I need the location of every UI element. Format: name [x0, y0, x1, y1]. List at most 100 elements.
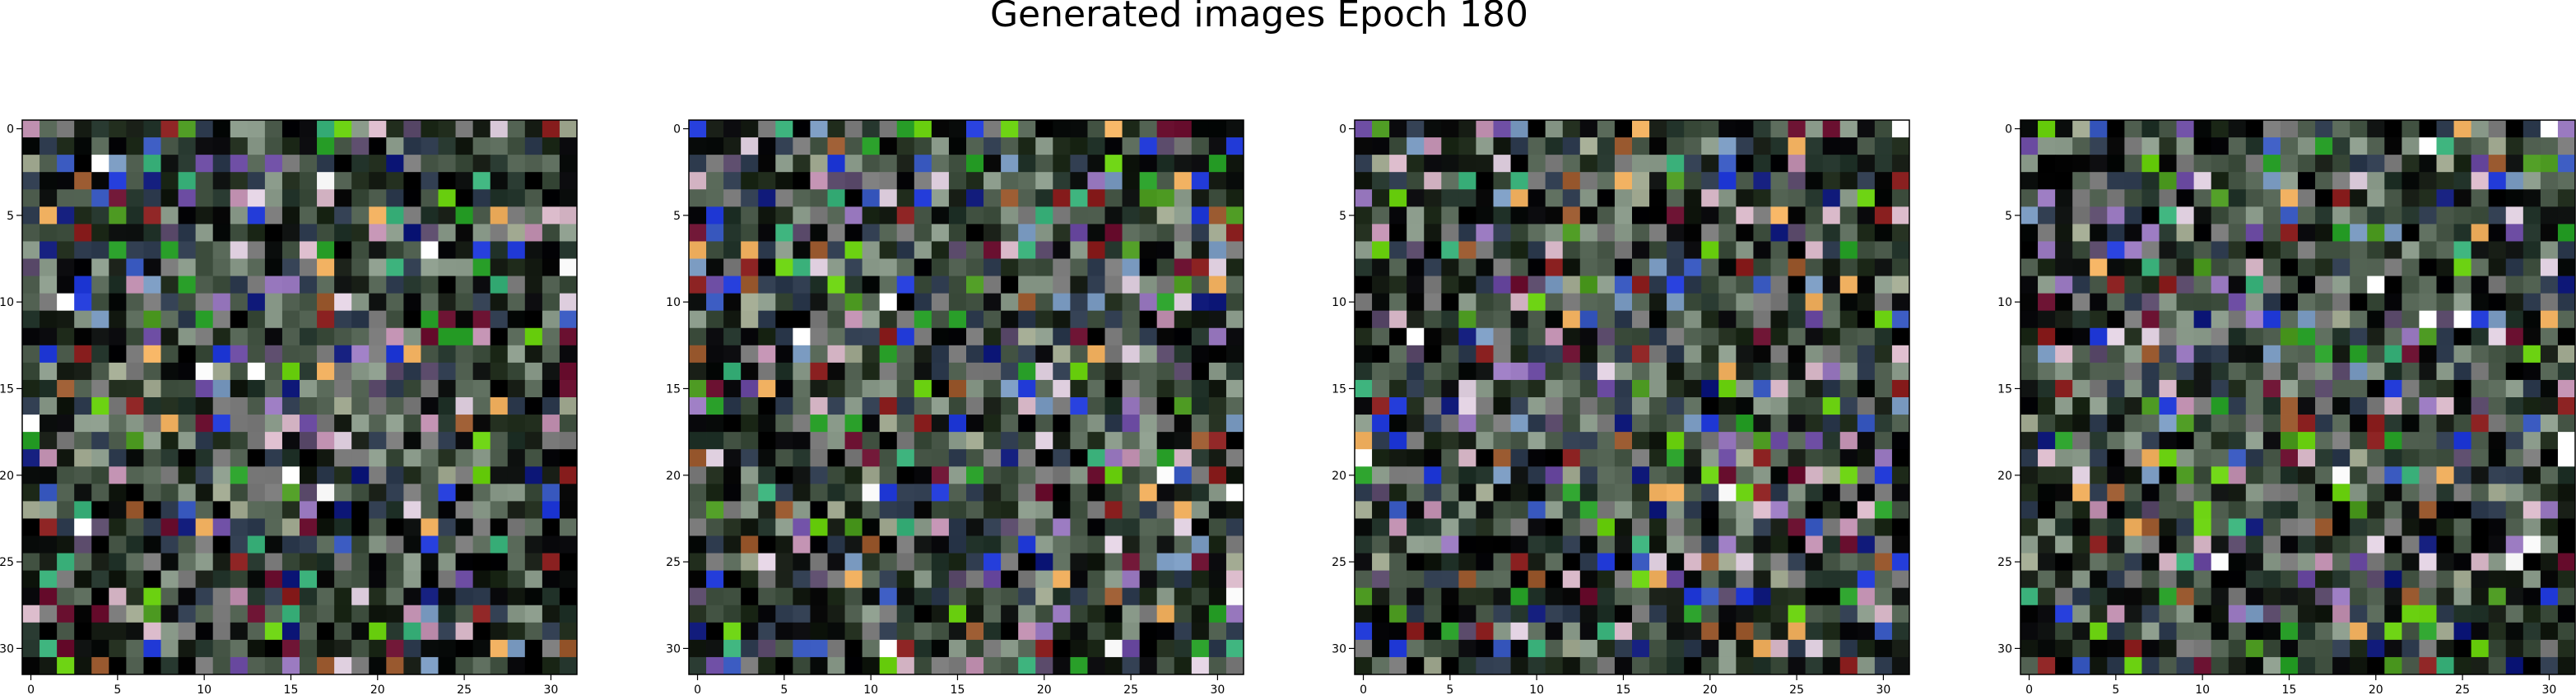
image-pixel: [1527, 535, 1546, 554]
image-pixel: [879, 137, 898, 155]
image-pixel: [2315, 155, 2333, 173]
image-pixel: [2211, 120, 2230, 138]
y-tick-label: 30: [1332, 642, 1346, 656]
image-pixel: [1225, 466, 1244, 484]
image-pixel: [879, 484, 898, 502]
image-pixel: [524, 120, 543, 138]
image-pixel: [1545, 518, 1564, 536]
image-pixel: [109, 622, 127, 641]
image-pixel: [1857, 224, 1876, 242]
image-pixel: [542, 293, 560, 312]
image-pixel: [1139, 276, 1158, 294]
image-pixel: [421, 120, 439, 138]
image-pixel: [931, 432, 950, 450]
image-pixel: [160, 293, 179, 312]
image-pixel: [403, 484, 421, 502]
image-pixel: [1156, 155, 1175, 173]
image-pixel: [126, 155, 144, 173]
image-pixel: [91, 466, 109, 484]
image-pixel: [247, 189, 266, 207]
image-pixel: [2280, 656, 2299, 675]
image-pixel: [1649, 570, 1667, 589]
image-pixel: [1053, 189, 1071, 207]
image-pixel: [455, 466, 474, 484]
image-pixel: [2072, 535, 2090, 554]
image-pixel: [264, 553, 283, 572]
image-pixel: [1174, 310, 1193, 329]
image-pixel: [1018, 484, 1036, 502]
image-pixel: [281, 155, 300, 173]
image-pixel: [1632, 258, 1650, 276]
image-pixel: [1156, 397, 1175, 415]
y-tick-label: 20: [1997, 470, 2012, 483]
image-pixel: [983, 379, 1002, 398]
image-pixel: [1493, 415, 1511, 433]
image-pixel: [2262, 656, 2281, 675]
image-pixel: [438, 276, 456, 294]
image-pixel: [983, 327, 1002, 346]
image-pixel: [1857, 605, 1876, 623]
image-pixel: [1191, 605, 1210, 623]
image-pixel: [334, 345, 352, 364]
image-pixel: [1788, 155, 1806, 173]
image-pixel: [74, 293, 92, 312]
image-pixel: [1597, 397, 1616, 415]
image-pixel: [1208, 656, 1227, 675]
image-pixel: [948, 310, 967, 329]
image-pixel: [2419, 379, 2437, 398]
image-pixel: [1156, 362, 1175, 381]
image-pixel: [438, 639, 456, 658]
image-pixel: [403, 449, 421, 467]
image-pixel: [1770, 501, 1788, 519]
image-pixel: [178, 639, 197, 658]
image-pixel: [2540, 137, 2559, 155]
image-pixel: [741, 155, 759, 173]
image-pixel: [143, 155, 161, 173]
image-pixel: [1458, 276, 1476, 294]
image-pixel: [1579, 553, 1598, 572]
image-pixel: [1510, 224, 1529, 242]
image-pixel: [2402, 553, 2420, 572]
x-tick-label: 25: [1123, 683, 1138, 695]
image-pixel: [160, 570, 179, 589]
image-pixel: [542, 415, 560, 433]
image-pixel: [1389, 120, 1407, 138]
image-pixel: [1839, 362, 1858, 381]
image-pixel: [896, 206, 915, 225]
image-pixel: [2488, 379, 2507, 398]
image-pixel: [1753, 172, 1771, 190]
image-pixel: [1770, 310, 1788, 329]
image-pixel: [2228, 518, 2247, 536]
image-pixel: [40, 466, 58, 484]
image-pixel: [810, 587, 828, 606]
image-pixel: [1701, 137, 1719, 155]
image-pixel: [212, 172, 231, 190]
image-pixel: [2557, 535, 2576, 554]
image-pixel: [455, 639, 474, 658]
image-pixel: [1476, 224, 1494, 242]
image-pixel: [403, 656, 421, 675]
image-pixel: [1545, 276, 1564, 294]
image-pixel: [1649, 501, 1667, 519]
image-pixel: [1389, 415, 1407, 433]
image-pixel: [1225, 553, 1244, 572]
image-pixel: [1684, 605, 1702, 623]
image-pixel: [403, 587, 421, 606]
image-pixel: [966, 120, 984, 138]
image-pixel: [22, 535, 40, 554]
image-pixel: [126, 362, 144, 381]
image-pixel: [334, 553, 352, 572]
image-pixel: [57, 501, 75, 519]
image-pixel: [775, 206, 793, 225]
image-pixel: [455, 432, 474, 450]
image-pixel: [896, 276, 915, 294]
image-pixel: [1476, 310, 1494, 329]
image-pixel: [1857, 293, 1876, 312]
image-pixel: [2505, 362, 2524, 381]
image-pixel: [2245, 553, 2264, 572]
image-pixel: [2332, 189, 2350, 207]
image-pixel: [1174, 535, 1193, 554]
image-pixel: [524, 466, 543, 484]
image-pixel: [2453, 605, 2472, 623]
image-pixel: [438, 310, 456, 329]
